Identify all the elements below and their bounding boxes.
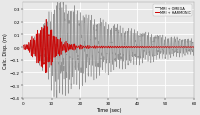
Y-axis label: Calc. Disp. (m): Calc. Disp. (m) <box>3 33 8 69</box>
Legend: MRI + OMEGA, MRI + HARMONIC: MRI + OMEGA, MRI + HARMONIC <box>153 5 192 17</box>
X-axis label: Time (sec): Time (sec) <box>96 107 121 112</box>
